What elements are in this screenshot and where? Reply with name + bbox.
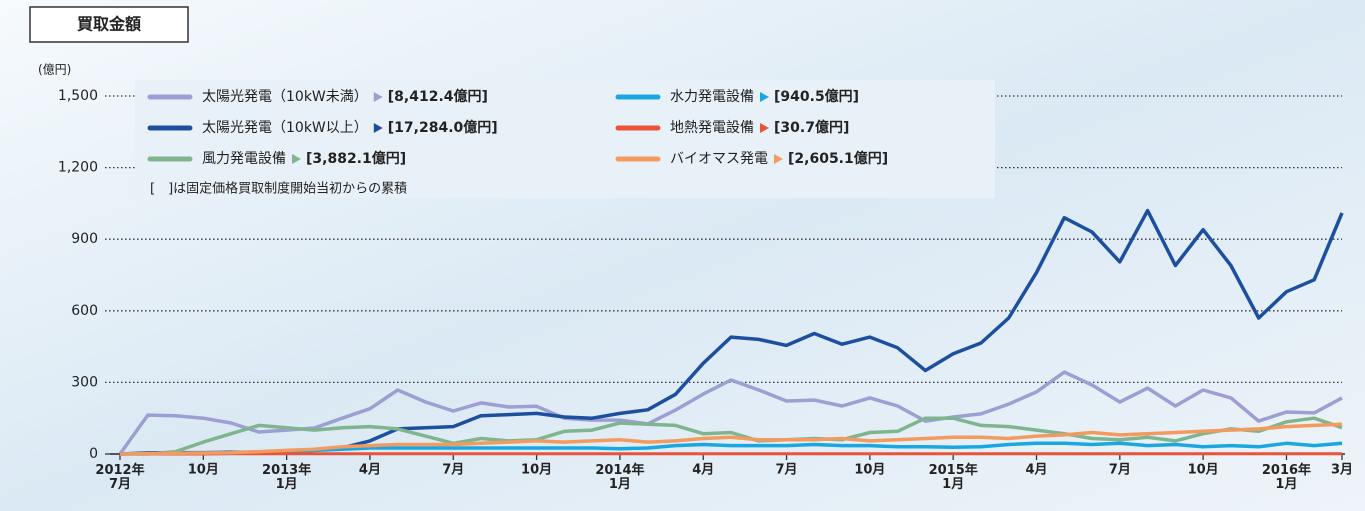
x-tick-label: 4月 [692,463,714,478]
x-tick-label: 10月 [521,463,552,478]
y-tick-label: 1,200 [58,160,98,176]
x-tick-label: 4月 [359,463,381,478]
legend-label: 太陽光発電（10kW以上） [202,120,368,136]
legend-cumulative: [3,882.1億円] [306,150,406,167]
note: [ ]は固定価格買取制度開始当初からの累積 [150,181,407,197]
x-tick-label: 2013年 1月 [262,462,311,492]
x-tick-label: 3月 [1331,463,1353,478]
series-line [118,370,1343,456]
legend-label: 太陽光発電（10kW未満） [202,89,368,105]
x-tick-label: 7月 [776,463,798,478]
legend-arrow [373,92,383,102]
legend-arrow [373,123,383,133]
x-tick-label: 4月 [1025,463,1047,478]
legend-arrow [774,154,783,164]
y-tick-label: 600 [71,303,98,319]
y-unit: (億円) [38,63,71,77]
series-line [120,416,1343,456]
y-tick-label: 900 [71,231,98,247]
legend-label: 風力発電設備 [202,151,286,167]
legend-cumulative: [17,284.0億円] [388,119,498,136]
legend-label: 地熱発電設備 [670,120,754,136]
series-line [119,422,1343,456]
y-tick-label: 0 [89,446,98,462]
legend-background [135,80,995,198]
legend-arrow [760,123,769,133]
x-tick-label: 7月 [442,463,464,478]
x-tick-label: 2012年 7月 [95,462,144,492]
legend-label: 水力発電設備 [670,89,754,105]
y-tick-label: 1,500 [58,88,98,104]
legend-cumulative: [2,605.1億円] [788,150,888,167]
legend-cumulative: [940.5億円] [774,88,859,105]
y-tick-label: 300 [71,374,98,390]
x-tick-label: 2016年 1月 [1262,462,1311,492]
legend-cumulative: [8,412.4億円] [388,88,488,105]
legend-label: バイオマス発電 [670,151,768,167]
x-tick-label: 2014年 1月 [595,462,644,492]
legend-cumulative: [30.7億円] [774,119,849,136]
x-tick-label: 10月 [1188,463,1219,478]
header-box [29,6,189,43]
legend-arrow [292,154,301,164]
x-tick-label: 2015年 1月 [929,462,978,492]
x-tick-label: 10月 [188,463,219,478]
x-tick-label: 10月 [854,463,885,478]
header-label: 買取金額 [77,15,141,34]
x-tick-label: 7月 [1109,463,1131,478]
legend-arrow [760,92,769,102]
